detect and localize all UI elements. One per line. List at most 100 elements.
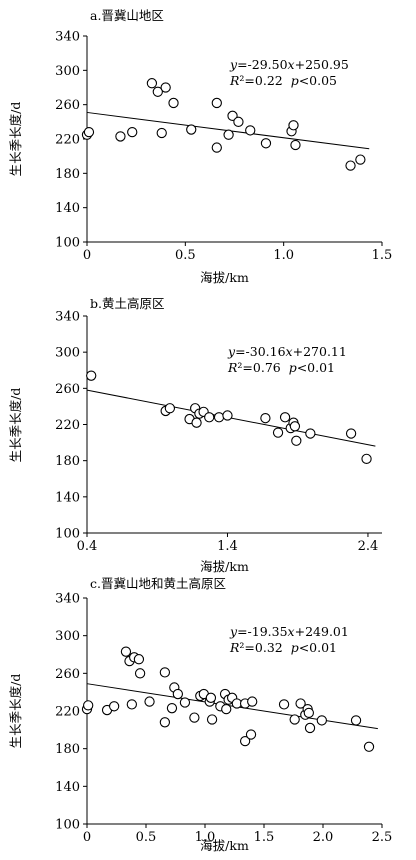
- regression-stats: R²=0.32 p<0.01: [229, 640, 337, 655]
- data-point: [223, 129, 234, 140]
- eq-p-var: p: [289, 360, 297, 375]
- data-point: [186, 124, 197, 135]
- eq-p-var: p: [291, 73, 299, 88]
- data-point: [205, 692, 217, 703]
- chart-title: c.晋冀山地和黄土高原区: [90, 576, 226, 591]
- x-tick-label: 2.5: [372, 830, 393, 845]
- y-tick-label: 300: [55, 346, 80, 361]
- data-point: [272, 427, 284, 438]
- y-tick-label: 100: [55, 527, 80, 542]
- eq-slope: =-19.35: [237, 624, 287, 639]
- data-point: [211, 97, 222, 109]
- x-tick-label: 1.4: [217, 539, 238, 554]
- eq-y-var: y: [227, 344, 236, 359]
- data-point: [133, 654, 145, 665]
- y-tick-label: 340: [55, 592, 80, 607]
- data-point: [363, 741, 375, 752]
- regression-equation: y=-19.35x+249.01: [229, 624, 349, 639]
- eq-x-var: x: [288, 624, 295, 639]
- data-point: [206, 714, 218, 725]
- x-axis-label: 海拔/km: [200, 559, 249, 574]
- data-point: [260, 413, 271, 424]
- data-point: [289, 714, 300, 725]
- regression-stats: R²=0.76 p<0.01: [227, 360, 335, 375]
- y-tick-label: 260: [55, 382, 80, 397]
- eq-r2-value: ²=0.76: [237, 360, 288, 375]
- data-point: [213, 412, 225, 423]
- x-tick-label: 1.0: [195, 830, 216, 845]
- chart-title: b.黄土高原区: [90, 296, 164, 311]
- data-point: [134, 668, 146, 679]
- x-tick-label: 0.5: [175, 248, 196, 263]
- data-point: [288, 120, 299, 131]
- panel-c: 100 140 180 220 260 300 340 0 0.5 1.0 1.5 2.0 2.5 c.晋…: [8, 576, 392, 853]
- data-point: [120, 646, 132, 657]
- eq-r-var: R: [229, 73, 239, 88]
- x-tick-label: 1.5: [254, 830, 275, 845]
- chart-title: a.晋冀山地区: [90, 8, 164, 23]
- y-tick-label: 140: [55, 201, 80, 216]
- y-tick-label: 220: [55, 705, 80, 720]
- x-tick-label: 1.5: [372, 248, 393, 263]
- eq-slope: =-29.50: [237, 57, 288, 72]
- data-point: [221, 703, 232, 715]
- y-tick-label: 300: [55, 64, 80, 79]
- x-tick-label: 0: [83, 830, 91, 845]
- x-axis-label: 海拔/km: [200, 838, 249, 853]
- data-point: [222, 410, 233, 421]
- data-point: [152, 86, 163, 97]
- data-point: [126, 699, 137, 710]
- data-point: [159, 667, 171, 678]
- eq-intercept: +250.95: [295, 57, 349, 72]
- regression-equation: y=-29.50x+250.95: [229, 57, 349, 72]
- data-point: [204, 412, 215, 423]
- y-tick-label: 260: [55, 667, 80, 682]
- data-point: [245, 729, 257, 740]
- data-point: [164, 403, 176, 414]
- data-point: [303, 707, 314, 719]
- x-tick-label: 2.0: [313, 830, 334, 845]
- data-point: [289, 421, 301, 432]
- y-axis-label: 生长季长度/d: [8, 388, 23, 463]
- eq-r2-value: ²=0.32: [239, 640, 290, 655]
- data-point: [239, 735, 251, 747]
- data-point: [83, 700, 94, 711]
- data-point: [305, 428, 316, 439]
- eq-x-var: x: [286, 344, 293, 359]
- data-point: [350, 715, 362, 726]
- y-tick-label: 300: [55, 629, 80, 644]
- y-tick-label: 340: [55, 310, 80, 325]
- y-tick-label: 220: [55, 133, 80, 148]
- regression-equation: y=-30.16x+270.11: [227, 344, 347, 359]
- data-point: [279, 412, 291, 423]
- regression-stats: R²=0.22 p<0.05: [229, 73, 337, 88]
- data-point: [127, 126, 138, 138]
- data-point: [108, 701, 120, 712]
- data-point: [304, 722, 316, 734]
- data-point: [290, 139, 301, 151]
- eq-r2-value: ²=0.22: [239, 73, 290, 88]
- x-tick-label: 1.0: [273, 248, 294, 263]
- data-point: [189, 712, 200, 723]
- y-tick-label: 180: [55, 742, 80, 757]
- y-tick-label: 260: [55, 98, 80, 113]
- data-point: [278, 699, 290, 710]
- x-tick-label: 0.5: [136, 830, 157, 845]
- y-tick-label: 180: [55, 454, 80, 469]
- data-point: [233, 116, 244, 127]
- data-point: [345, 428, 357, 439]
- data-point: [144, 696, 155, 707]
- y-axis-label: 生长季长度/d: [8, 674, 23, 749]
- y-tick-label: 340: [55, 30, 80, 45]
- data-point: [156, 127, 167, 139]
- data-point: [247, 696, 258, 707]
- x-axis-label: 海拔/km: [200, 270, 249, 285]
- data-point: [345, 160, 356, 171]
- y-tick-label: 100: [55, 818, 80, 833]
- data-point: [211, 142, 222, 153]
- eq-r-var: R: [227, 360, 237, 375]
- eq-r-var: R: [229, 640, 239, 655]
- panel-b: 100 140 180 220 260 300 340 0.4 1.4 2.4 b.黄土高原区海拔/…: [8, 296, 382, 574]
- data-point: [159, 717, 171, 728]
